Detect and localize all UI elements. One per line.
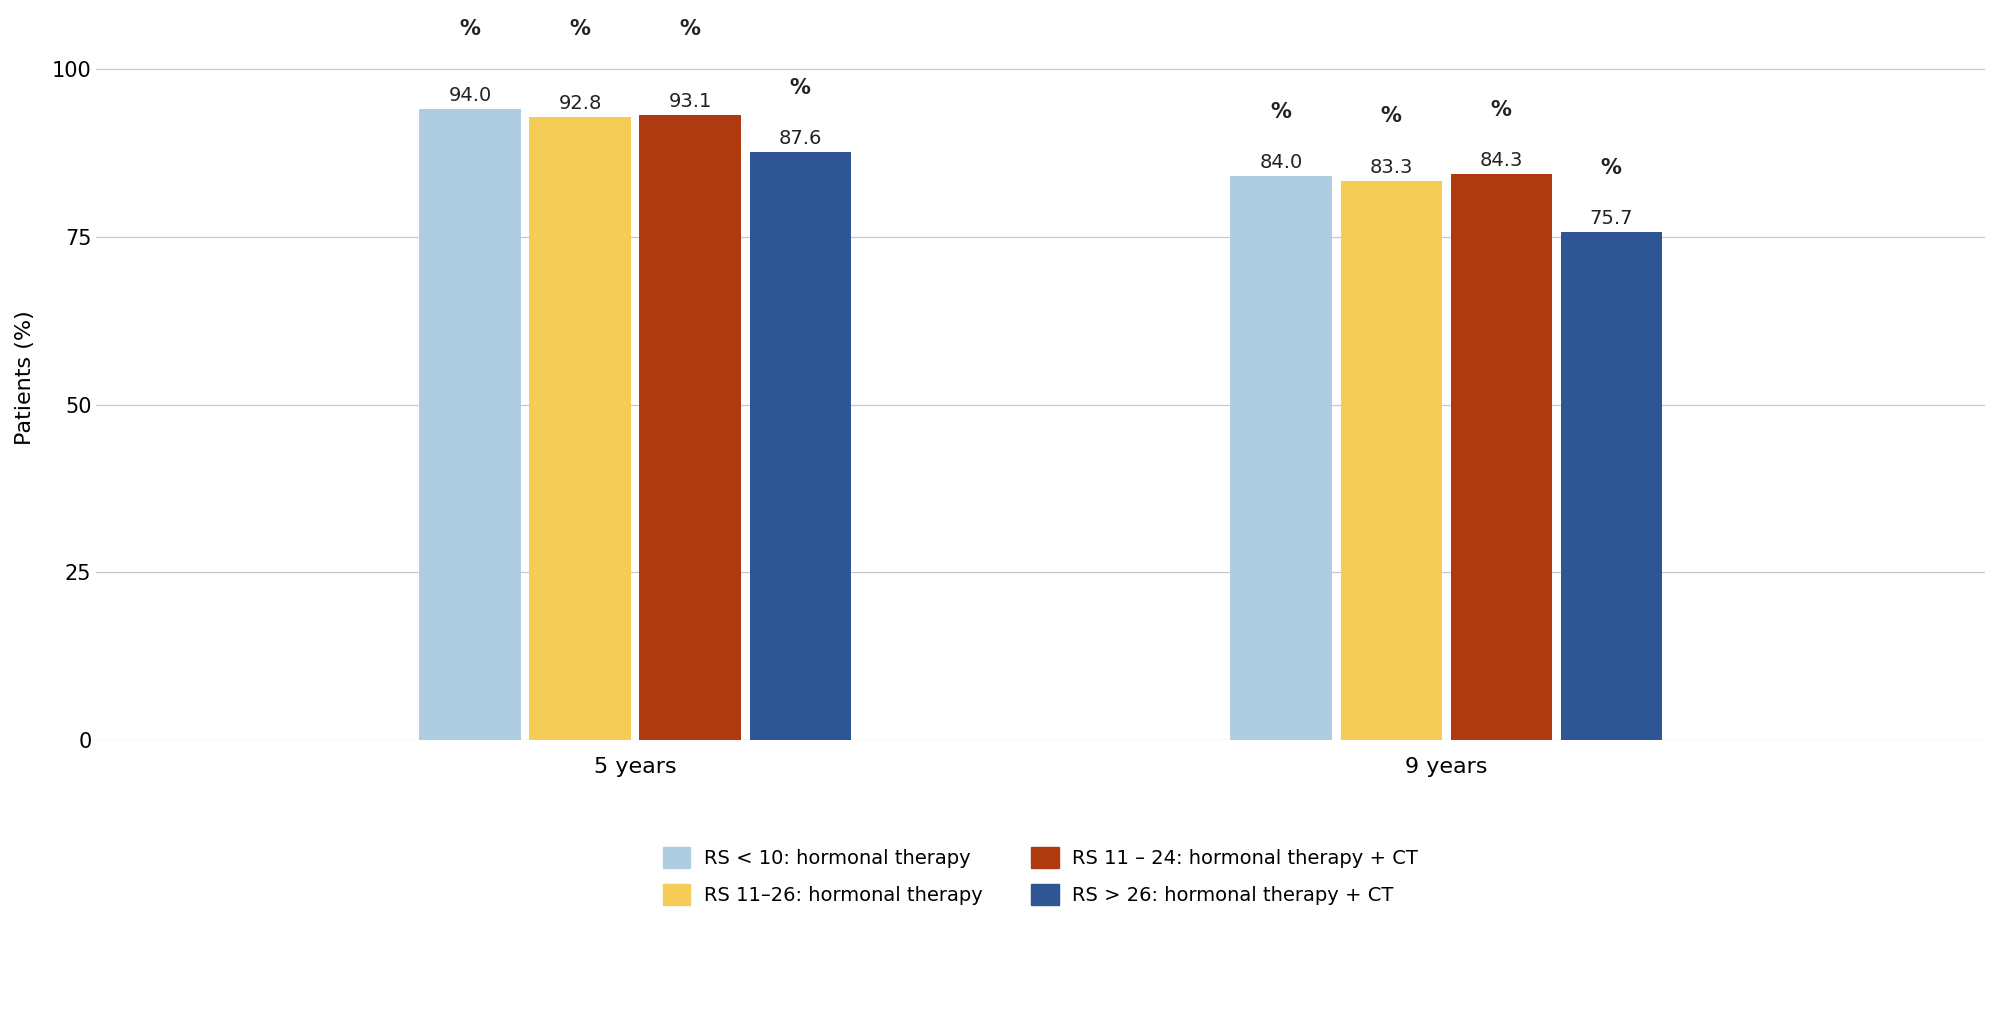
Bar bbox=[750, 152, 850, 740]
Text: %: % bbox=[1380, 107, 1402, 126]
Y-axis label: Patients (%): Patients (%) bbox=[14, 310, 34, 445]
Bar bbox=[530, 117, 630, 740]
Text: 94.0: 94.0 bbox=[448, 86, 492, 105]
Bar bbox=[420, 109, 520, 740]
Text: %: % bbox=[460, 18, 480, 39]
Text: 92.8: 92.8 bbox=[558, 94, 602, 113]
Legend: RS < 10: hormonal therapy, RS 11–26: hormonal therapy, RS 11 – 24: hormonal ther: RS < 10: hormonal therapy, RS 11–26: hor… bbox=[654, 837, 1428, 914]
Text: 84.0: 84.0 bbox=[1260, 153, 1302, 172]
Text: %: % bbox=[570, 18, 590, 39]
Text: 84.3: 84.3 bbox=[1480, 151, 1522, 170]
Text: 83.3: 83.3 bbox=[1370, 158, 1412, 177]
Bar bbox=[640, 115, 740, 740]
Bar bbox=[1340, 181, 1442, 740]
Text: 87.6: 87.6 bbox=[778, 129, 822, 148]
Bar bbox=[1230, 176, 1332, 740]
Bar bbox=[1450, 174, 1552, 740]
Text: %: % bbox=[1600, 158, 1622, 177]
Text: 75.7: 75.7 bbox=[1590, 209, 1634, 228]
Text: %: % bbox=[790, 77, 810, 98]
Text: 93.1: 93.1 bbox=[668, 92, 712, 111]
Text: %: % bbox=[1270, 102, 1292, 122]
Text: %: % bbox=[680, 18, 700, 39]
Text: %: % bbox=[1490, 100, 1512, 120]
Bar bbox=[1560, 232, 1662, 740]
